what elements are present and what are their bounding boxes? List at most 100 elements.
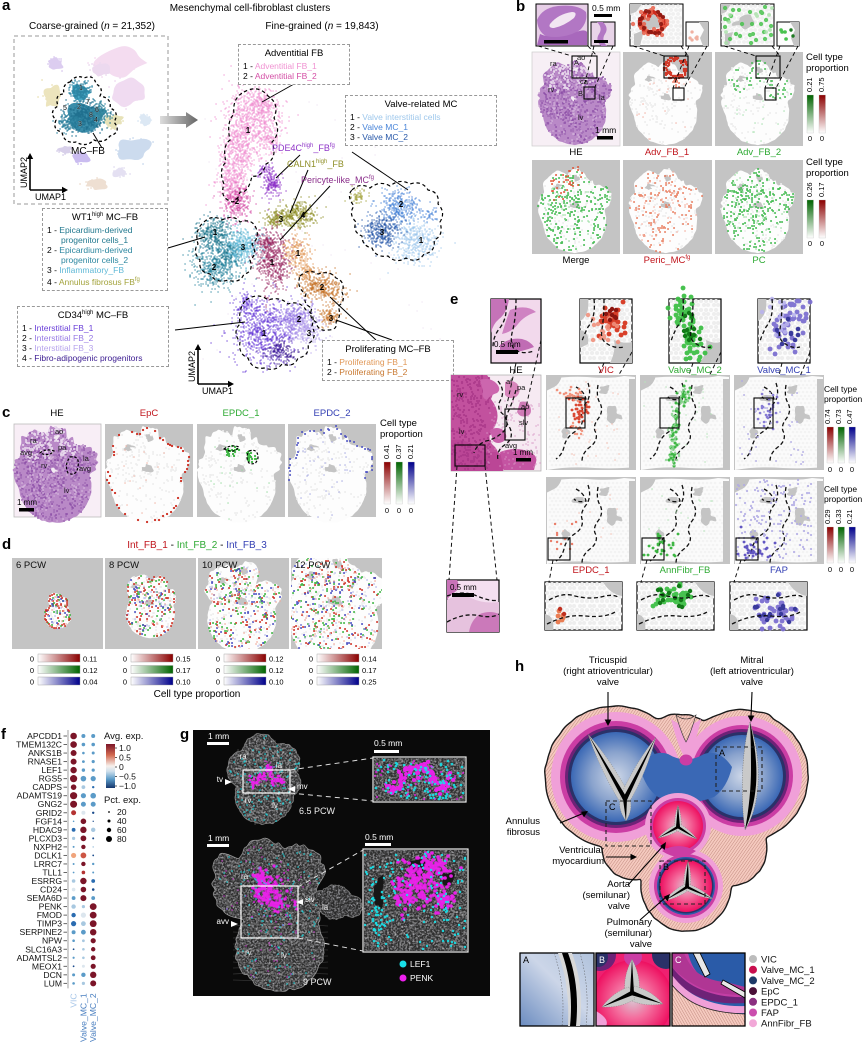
svg-text:0: 0 — [309, 655, 313, 664]
svg-text:1: 1 — [296, 249, 301, 258]
svg-text:1: 1 — [419, 236, 424, 245]
svg-text:1 mm: 1 mm — [17, 498, 37, 507]
svg-text:FAP: FAP — [761, 1008, 779, 1019]
svg-text:1 mm: 1 mm — [208, 833, 229, 843]
svg-text:af: af — [506, 377, 513, 386]
svg-text:9 PCW: 9 PCW — [303, 977, 332, 987]
svg-text:8: 8 — [89, 112, 93, 119]
svg-text:3: 3 — [329, 314, 334, 323]
svg-text:Valve_MC_1: Valve_MC_1 — [78, 993, 88, 1042]
svg-text:0: 0 — [123, 655, 127, 664]
svg-text:TLL1: TLL1 — [42, 867, 62, 877]
svg-text:0.21: 0.21 — [845, 509, 854, 524]
svg-text:0: 0 — [828, 565, 832, 574]
svg-text:2: 2 — [212, 263, 217, 272]
svg-text:2: 2 — [399, 200, 404, 209]
svg-text:FGF14: FGF14 — [35, 816, 62, 826]
svg-text:0: 0 — [820, 239, 824, 248]
svg-text:tv: tv — [217, 775, 223, 784]
svg-text:1: 1 — [262, 329, 267, 338]
svg-text:0.5 mm: 0.5 mm — [494, 340, 521, 349]
svg-text:0.12: 0.12 — [269, 655, 284, 664]
svg-text:6: 6 — [95, 107, 99, 114]
svg-text:GRID2: GRID2 — [36, 808, 62, 818]
svg-text:2: 2 — [77, 104, 81, 111]
svg-text:slv: slv — [519, 418, 528, 427]
svg-text:4: 4 — [94, 117, 98, 124]
svg-text:0: 0 — [30, 655, 34, 664]
svg-text:SLC16A3: SLC16A3 — [25, 944, 62, 954]
svg-text:rv: rv — [457, 390, 463, 399]
svg-text:ra: ra — [241, 872, 249, 881]
svg-text:0: 0 — [309, 666, 313, 675]
svg-text:APCDD1: APCDD1 — [27, 731, 62, 741]
svg-text:2: 2 — [320, 283, 325, 292]
svg-text:0: 0 — [850, 465, 854, 474]
svg-text:ADAMTSL2: ADAMTSL2 — [17, 953, 63, 963]
svg-text:0.14: 0.14 — [362, 655, 377, 664]
svg-text:0.26: 0.26 — [805, 182, 814, 197]
svg-text:B: B — [599, 955, 605, 965]
svg-text:0.33: 0.33 — [834, 509, 843, 524]
svg-text:la: la — [83, 454, 90, 463]
svg-text:rv: rv — [245, 796, 252, 805]
svg-text:la: la — [599, 93, 606, 102]
svg-text:2: 2 — [235, 197, 240, 206]
svg-text:0.10: 0.10 — [176, 678, 191, 687]
svg-text:1 mm: 1 mm — [208, 731, 229, 741]
svg-text:la: la — [322, 903, 329, 912]
svg-text:0.11: 0.11 — [83, 655, 97, 664]
svg-text:DCLK1: DCLK1 — [34, 850, 62, 860]
svg-text:0.10: 0.10 — [269, 678, 284, 687]
svg-text:0: 0 — [820, 134, 824, 143]
svg-text:0.47: 0.47 — [845, 409, 854, 424]
svg-text:0.04: 0.04 — [83, 678, 98, 687]
svg-text:1 mm: 1 mm — [513, 448, 533, 457]
svg-text:80: 80 — [117, 834, 127, 844]
svg-text:NPW: NPW — [42, 936, 63, 946]
svg-text:C: C — [609, 802, 616, 812]
svg-text:CADPS: CADPS — [32, 782, 62, 792]
svg-text:1: 1 — [246, 126, 251, 135]
svg-text:60: 60 — [117, 825, 127, 835]
svg-text:avg: avg — [79, 464, 91, 473]
svg-text:0: 0 — [123, 666, 127, 675]
svg-text:A: A — [719, 748, 725, 758]
svg-text:la: la — [276, 761, 283, 770]
svg-text:0.37: 0.37 — [394, 444, 403, 459]
svg-text:Pct. exp.: Pct. exp. — [104, 795, 141, 806]
svg-text:0.75: 0.75 — [817, 77, 826, 92]
svg-text:0: 0 — [839, 565, 843, 574]
svg-text:1: 1 — [270, 258, 275, 267]
svg-text:ao: ao — [521, 402, 529, 411]
svg-text:MEOX1: MEOX1 — [32, 961, 62, 971]
svg-text:PENK: PENK — [410, 973, 433, 983]
svg-text:6 PCW: 6 PCW — [16, 560, 46, 571]
svg-text:0.17: 0.17 — [362, 666, 377, 675]
svg-text:1: 1 — [79, 85, 83, 92]
svg-text:PLCXD3: PLCXD3 — [29, 833, 63, 843]
svg-text:pa: pa — [517, 383, 526, 392]
svg-text:VIC: VIC — [761, 955, 777, 966]
svg-text:mv: mv — [297, 782, 308, 791]
svg-text:EPDC_1: EPDC_1 — [761, 997, 798, 1008]
svg-text:0: 0 — [808, 239, 812, 248]
svg-text:ESRRG: ESRRG — [31, 876, 62, 886]
svg-text:ao: ao — [577, 53, 585, 62]
svg-text:lv: lv — [281, 951, 287, 960]
svg-text:ao: ao — [55, 427, 63, 436]
svg-text:TIMP3: TIMP3 — [37, 919, 63, 929]
svg-text:slv: slv — [305, 895, 315, 904]
svg-text:pa: pa — [58, 443, 67, 452]
svg-text:B: B — [663, 862, 669, 872]
svg-text:LUM: LUM — [44, 978, 62, 988]
svg-text:VIC: VIC — [69, 993, 79, 1007]
svg-text:0: 0 — [828, 465, 832, 474]
svg-text:SERPINE2: SERPINE2 — [19, 927, 62, 937]
svg-text:ADAMTS19: ADAMTS19 — [17, 791, 63, 801]
svg-text:ca: ca — [580, 77, 589, 86]
svg-text:0.41: 0.41 — [382, 444, 391, 459]
svg-text:0.5 mm: 0.5 mm — [592, 3, 620, 13]
svg-text:avv: avv — [217, 917, 229, 926]
svg-text:0.21: 0.21 — [805, 77, 814, 92]
